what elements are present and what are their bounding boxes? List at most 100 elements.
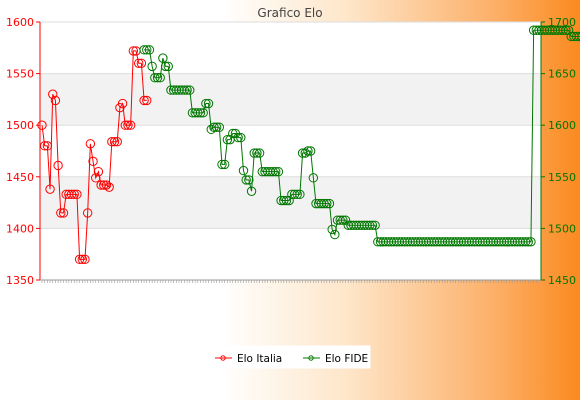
- data-point-fide[interactable]: [217, 159, 227, 170]
- data-point-fide[interactable]: [236, 132, 246, 143]
- data-point-italia[interactable]: [91, 173, 101, 183]
- data-point-fide[interactable]: [150, 73, 160, 83]
- data-point-italia[interactable]: [56, 208, 66, 218]
- data-point-italia[interactable]: [66, 189, 77, 200]
- data-point-fide[interactable]: [155, 73, 165, 83]
- legend-item-italia[interactable]: Elo Italia: [215, 353, 282, 365]
- data-point-fide[interactable]: [268, 166, 278, 177]
- data-point-italia[interactable]: [42, 141, 53, 151]
- data-point-fide[interactable]: [305, 146, 316, 156]
- data-point-fide[interactable]: [147, 61, 157, 72]
- data-point-italia[interactable]: [82, 208, 93, 218]
- data-point-fide[interactable]: [370, 220, 380, 231]
- data-point-fide[interactable]: [201, 98, 211, 109]
- data-point-italia[interactable]: [117, 98, 128, 109]
- data-point-fide[interactable]: [561, 25, 571, 35]
- data-point-fide[interactable]: [340, 215, 351, 225]
- data-point-italia[interactable]: [139, 95, 149, 106]
- data-point-fide[interactable]: [222, 134, 233, 145]
- data-point-fide[interactable]: [209, 122, 219, 132]
- data-point-italia[interactable]: [101, 180, 112, 190]
- data-point-fide[interactable]: [289, 189, 300, 200]
- data-point-fide[interactable]: [203, 98, 214, 109]
- data-point-fide[interactable]: [308, 173, 319, 183]
- data-point-italia[interactable]: [128, 46, 139, 56]
- data-point-fide[interactable]: [335, 215, 345, 225]
- data-point-fide[interactable]: [365, 220, 375, 231]
- data-point-fide[interactable]: [284, 195, 294, 206]
- data-point-fide[interactable]: [279, 195, 289, 206]
- data-point-italia[interactable]: [85, 139, 96, 149]
- data-point-fide[interactable]: [142, 45, 152, 55]
- legend-item-fide[interactable]: Elo FIDE: [303, 353, 368, 365]
- data-point-fide[interactable]: [214, 122, 225, 132]
- data-point-italia[interactable]: [109, 137, 120, 147]
- data-point-fide[interactable]: [179, 85, 190, 95]
- data-point-italia[interactable]: [53, 160, 63, 171]
- data-point-fide[interactable]: [182, 85, 192, 95]
- data-point-fide[interactable]: [139, 45, 149, 55]
- data-point-fide[interactable]: [163, 61, 173, 72]
- data-point-fide[interactable]: [246, 186, 257, 196]
- data-point-italia[interactable]: [48, 89, 58, 99]
- data-point-fide[interactable]: [303, 146, 313, 156]
- data-point-fide[interactable]: [185, 85, 195, 95]
- data-point-fide[interactable]: [152, 73, 163, 83]
- data-point-italia[interactable]: [99, 180, 109, 190]
- data-point-fide[interactable]: [367, 220, 378, 231]
- data-point-fide[interactable]: [292, 189, 302, 200]
- data-point-fide[interactable]: [195, 108, 206, 118]
- data-point-fide[interactable]: [520, 237, 531, 247]
- data-point-fide[interactable]: [295, 189, 305, 200]
- data-point-italia[interactable]: [72, 189, 82, 200]
- data-point-italia[interactable]: [142, 95, 152, 106]
- data-point-italia[interactable]: [125, 120, 136, 130]
- data-point-italia[interactable]: [134, 58, 144, 68]
- data-point-fide[interactable]: [211, 122, 222, 132]
- data-point-fide[interactable]: [281, 195, 292, 206]
- data-point-italia[interactable]: [107, 137, 117, 147]
- data-point-fide[interactable]: [322, 198, 332, 209]
- data-point-fide[interactable]: [249, 148, 259, 158]
- data-point-italia[interactable]: [136, 58, 147, 68]
- data-point-fide[interactable]: [144, 45, 155, 55]
- data-point-italia[interactable]: [120, 120, 130, 130]
- data-point-fide[interactable]: [244, 175, 254, 185]
- data-point-fide[interactable]: [330, 229, 340, 240]
- data-point-fide[interactable]: [193, 108, 203, 118]
- data-point-fide[interactable]: [271, 166, 281, 177]
- data-point-italia[interactable]: [112, 137, 122, 147]
- data-point-italia[interactable]: [50, 95, 61, 106]
- data-point-fide[interactable]: [300, 148, 310, 158]
- data-point-italia[interactable]: [88, 156, 98, 167]
- data-point-fide[interactable]: [219, 159, 230, 170]
- data-point-fide[interactable]: [523, 237, 533, 247]
- data-point-fide[interactable]: [158, 53, 168, 63]
- data-point-italia[interactable]: [80, 254, 90, 265]
- data-point-fide[interactable]: [558, 25, 568, 35]
- data-point-fide[interactable]: [233, 132, 243, 143]
- data-point-italia[interactable]: [58, 208, 69, 218]
- data-point-fide[interactable]: [577, 32, 580, 41]
- data-point-fide[interactable]: [338, 215, 348, 225]
- data-point-fide[interactable]: [327, 224, 337, 235]
- data-point-fide[interactable]: [254, 148, 265, 158]
- data-point-fide[interactable]: [526, 237, 536, 247]
- data-point-italia[interactable]: [74, 254, 85, 265]
- data-point-italia[interactable]: [69, 189, 79, 200]
- data-point-fide[interactable]: [252, 148, 262, 158]
- data-point-italia[interactable]: [45, 184, 55, 194]
- data-point-italia[interactable]: [104, 182, 114, 192]
- data-point-fide[interactable]: [160, 61, 171, 72]
- data-point-fide[interactable]: [319, 198, 329, 209]
- data-point-fide[interactable]: [571, 31, 580, 42]
- data-point-fide[interactable]: [198, 108, 208, 118]
- data-point-fide[interactable]: [574, 31, 580, 42]
- data-point-fide[interactable]: [238, 165, 249, 176]
- data-point-italia[interactable]: [93, 166, 104, 177]
- data-point-fide[interactable]: [563, 25, 574, 35]
- data-point-fide[interactable]: [324, 198, 335, 209]
- data-point-fide[interactable]: [273, 166, 284, 177]
- data-point-italia[interactable]: [123, 120, 133, 130]
- data-point-fide[interactable]: [241, 175, 251, 185]
